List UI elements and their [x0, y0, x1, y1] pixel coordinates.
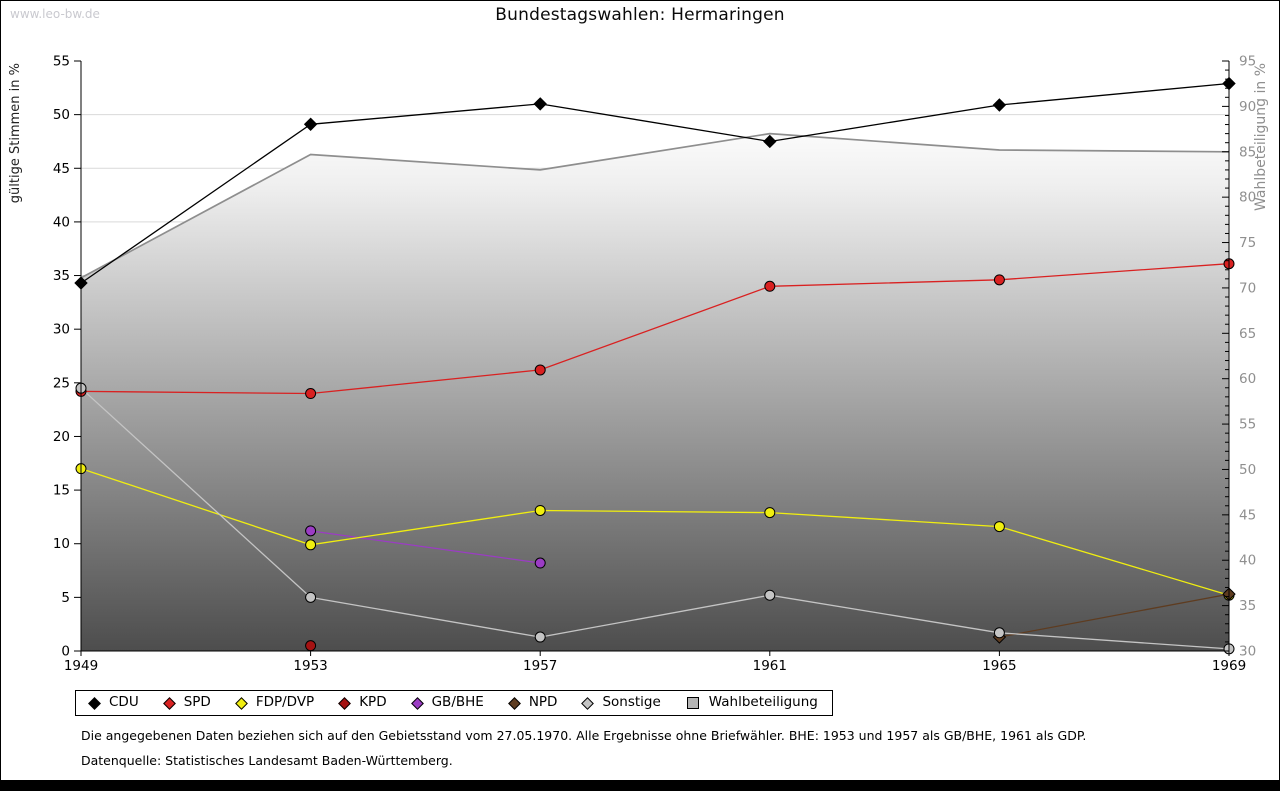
left-axis-tick-label: 25 — [53, 375, 70, 391]
series-line-sonstige — [80, 387, 1230, 650]
x-axis-tick-label: 1969 — [1212, 658, 1246, 674]
election-line-chart: 0 5 10 15 20 25 30 35 40 45 50 55 30 35 40 45 50 55 60 65 70… — [1, 1, 1279, 686]
left-axis-title: gültige Stimmen in % — [8, 63, 23, 203]
chart-legend: CDU SPD FDP/DVP KPD GB/BHE NPD Sonstige — [75, 690, 833, 716]
gb-bhe-marker-icon — [410, 696, 424, 710]
right-axis-tick-label: 35 — [1239, 598, 1256, 614]
left-axis-tick-label: 20 — [53, 429, 70, 445]
legend-item-kpd: KPD — [338, 696, 387, 710]
legend-item-sonstige: Sonstige — [581, 696, 661, 710]
right-axis-tick-label: 40 — [1239, 553, 1256, 569]
cdu-marker-icon — [88, 696, 101, 710]
spd-marker-icon — [162, 696, 176, 710]
data-point-sonstige — [764, 589, 776, 601]
right-axis-tick-label: 55 — [1239, 417, 1256, 433]
data-point-spd — [993, 274, 1005, 286]
x-axis-tick-label: 1965 — [982, 658, 1016, 674]
right-axis-tick-label: 80 — [1239, 190, 1256, 206]
right-axis-tick-label: 70 — [1239, 280, 1256, 296]
right-axis-tick-label: 75 — [1239, 235, 1256, 251]
right-axis-tick-label: 90 — [1239, 99, 1256, 115]
fdp-marker-icon — [234, 696, 248, 710]
data-point-fdp-dvp — [534, 504, 546, 516]
legend-item-fdp-dvp: FDP/DVP — [234, 696, 314, 710]
right-axis-tick-label: 30 — [1239, 644, 1256, 660]
footnote-gebietsstand: Die angegebenen Daten beziehen sich auf … — [81, 728, 1087, 743]
data-point-cdu — [763, 134, 777, 149]
x-axis-tick-label: 1957 — [523, 658, 557, 674]
data-point-sonstige — [993, 627, 1005, 639]
left-axis-tick-label: 55 — [53, 54, 70, 70]
left-axis-tick-label: 10 — [53, 536, 70, 552]
left-axis-tick-label: 15 — [53, 483, 70, 499]
data-point-fdp-dvp — [305, 539, 317, 551]
data-point-spd — [305, 388, 317, 400]
legend-item-cdu: CDU — [88, 696, 139, 710]
data-point-sonstige — [534, 631, 546, 643]
x-axis-tick-label: 1961 — [753, 658, 787, 674]
right-axis-tick-label: 85 — [1239, 144, 1256, 160]
data-point-spd — [764, 280, 776, 292]
footnote-datenquelle: Datenquelle: Statistisches Landesamt Bad… — [81, 753, 453, 768]
kpd-marker-icon — [338, 696, 352, 710]
legend-item-npd: NPD — [507, 696, 557, 710]
sonstige-marker-icon — [581, 696, 595, 710]
left-axis-tick-label: 40 — [53, 214, 70, 230]
left-axis-tick-label: 5 — [61, 590, 70, 606]
data-point-spd — [534, 364, 546, 376]
data-point-cdu — [992, 98, 1007, 112]
right-axis-tick-label: 50 — [1239, 462, 1256, 478]
series-line-gb-bhe — [310, 530, 541, 564]
wahlbeteiligung-marker-icon — [686, 697, 699, 709]
series-line-fdp-dvp — [80, 467, 1230, 596]
left-axis-tick-label: 45 — [53, 161, 70, 177]
series-line-spd — [80, 263, 1230, 395]
left-axis-tick-label: 50 — [53, 107, 70, 123]
chart-canvas: 0 5 10 15 20 25 30 35 40 45 50 55 30 35 40 45 50 55 60 65 70… — [8, 54, 1269, 675]
legend-item-wahlbeteiligung: Wahlbeteiligung — [686, 696, 818, 710]
area-wahlbeteiligung — [81, 133, 1229, 652]
data-point-fdp-dvp — [764, 507, 776, 519]
series-line-wahlbeteiligung — [80, 132, 1230, 279]
series-line-cdu — [80, 82, 1230, 284]
data-point-cdu — [303, 117, 318, 131]
right-axis-tick-label: 65 — [1239, 326, 1256, 342]
x-axis-tick-label: 1949 — [64, 658, 98, 674]
right-axis-tick-label: 95 — [1239, 54, 1256, 70]
x-axis-tick-label: 1953 — [293, 658, 327, 674]
data-point-cdu — [533, 97, 547, 111]
npd-marker-icon — [507, 696, 521, 710]
legend-item-spd: SPD — [162, 696, 211, 710]
data-point-sonstige — [305, 591, 317, 603]
data-point-kpd — [305, 640, 317, 652]
data-point-gb-bhe — [534, 557, 546, 569]
page-title: Bundestagswahlen: Hermaringen — [495, 5, 785, 25]
right-axis-tick-label: 45 — [1239, 507, 1256, 523]
left-axis-tick-label: 35 — [53, 268, 70, 284]
right-axis-tick-label: 60 — [1239, 371, 1256, 387]
data-point-fdp-dvp — [993, 521, 1005, 533]
left-axis-tick-label: 0 — [61, 644, 70, 660]
data-point-gb-bhe — [305, 525, 317, 537]
legend-item-gb-bhe: GB/BHE — [410, 696, 484, 710]
right-axis-title: Wahlbeteiligung in % — [1253, 63, 1269, 211]
left-axis-tick-label: 30 — [53, 322, 70, 338]
series-line-npd — [999, 593, 1230, 638]
watermark: www.leo-bw.de — [10, 7, 100, 21]
